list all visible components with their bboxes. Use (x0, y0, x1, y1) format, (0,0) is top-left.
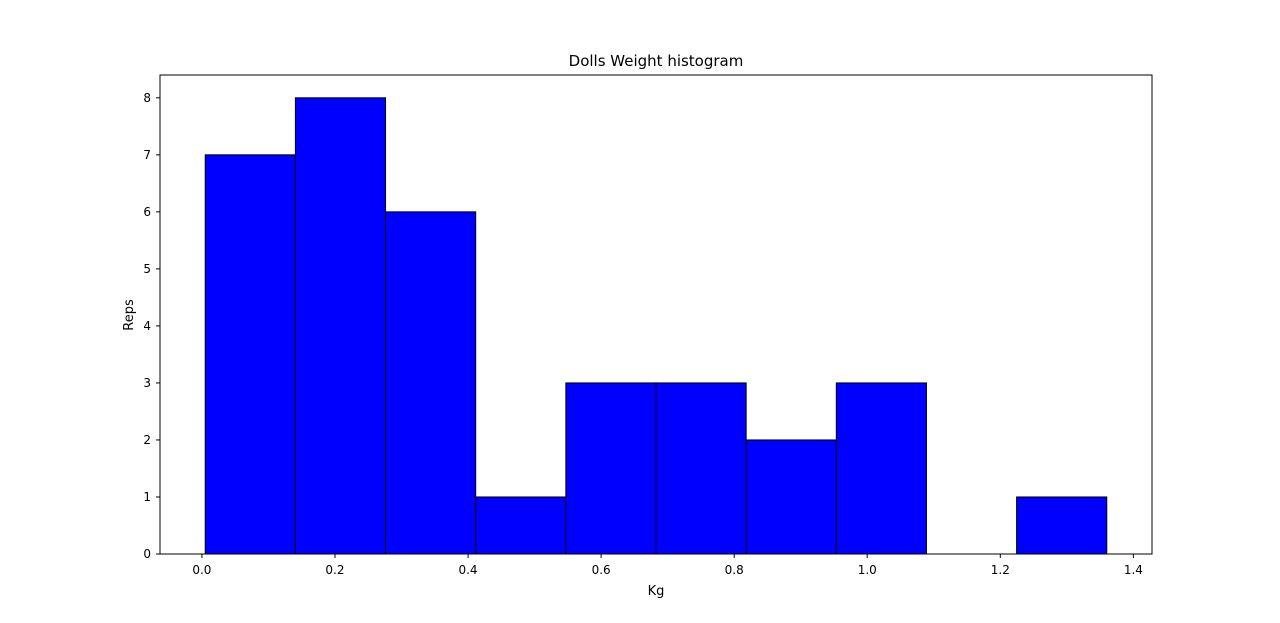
x-tick-label: 1.4 (1124, 563, 1143, 577)
x-tick-label: 1.0 (858, 563, 877, 577)
histogram-bar (204, 154, 296, 555)
y-tick-label: 2 (143, 433, 151, 447)
bars-group (204, 97, 1108, 555)
histogram-bar (294, 97, 387, 555)
histogram-bar (745, 439, 837, 555)
histogram-bar (475, 496, 567, 555)
y-tick-label: 1 (143, 490, 151, 504)
histogram-bar (1016, 496, 1108, 555)
histogram-bar (655, 382, 747, 555)
x-axis-ticks: 0.0 0.2 0.4 0.6 0.8 1.0 1.2 1.4 (192, 554, 1143, 577)
histogram-bar (835, 382, 927, 555)
y-tick-label: 0 (143, 547, 151, 561)
x-tick-label: 0.4 (458, 563, 477, 577)
x-tick-label: 0.6 (592, 563, 611, 577)
plot-frame (159, 74, 1153, 555)
y-tick-label: 7 (143, 148, 151, 162)
y-tick-label: 5 (143, 262, 151, 276)
y-axis-label: Reps (122, 299, 137, 331)
x-tick-label: 0.2 (325, 563, 344, 577)
x-tick-label: 1.2 (991, 563, 1010, 577)
y-tick-label: 3 (143, 376, 151, 390)
x-tick-label: 0.0 (192, 563, 211, 577)
histogram-bar (565, 382, 657, 555)
y-tick-label: 8 (143, 91, 151, 105)
y-axis-ticks: 0 1 2 3 4 5 6 7 8 (143, 91, 160, 561)
y-tick-label: 4 (143, 319, 151, 333)
x-tick-label: 0.8 (725, 563, 744, 577)
chart-title: Dolls Weight histogram (569, 52, 744, 70)
x-axis-label: Kg (648, 584, 665, 599)
y-tick-label: 6 (143, 205, 151, 219)
histogram-bar (385, 211, 477, 555)
